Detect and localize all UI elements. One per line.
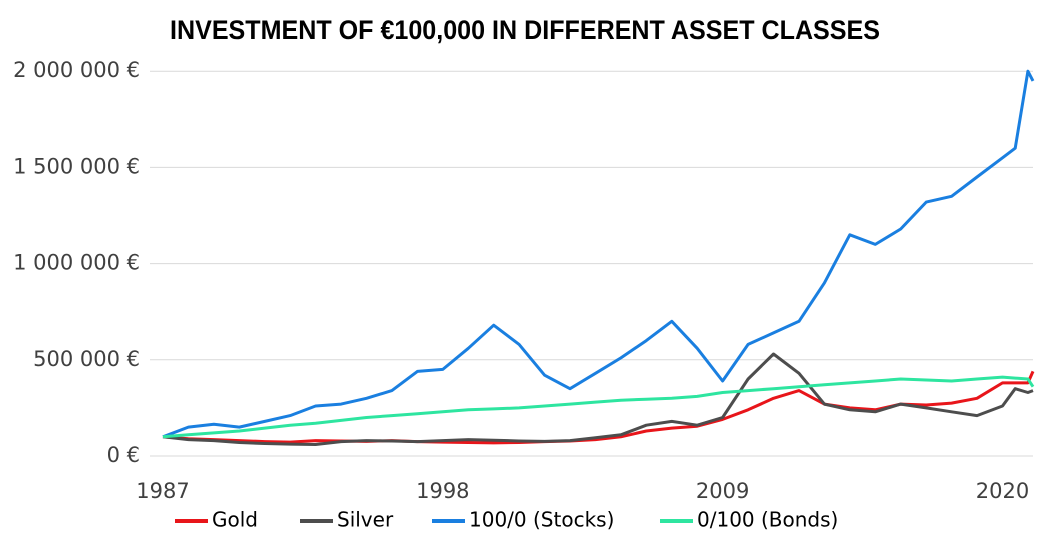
x-tick-label: 1998 bbox=[416, 479, 469, 503]
y-tick-label: 500 000 € bbox=[33, 347, 140, 371]
series-line bbox=[162, 69, 1035, 439]
legend-label: Silver bbox=[337, 508, 394, 532]
legend-label: 100/0 (Stocks) bbox=[469, 508, 614, 532]
chart-title: INVESTMENT OF €100,000 IN DIFFERENT ASSE… bbox=[170, 15, 880, 45]
series-line bbox=[162, 375, 1035, 439]
legend-label: Gold bbox=[212, 508, 258, 532]
y-tick-label: 1 000 000 € bbox=[13, 251, 140, 275]
series-line bbox=[162, 352, 1034, 446]
series-line bbox=[162, 370, 1035, 445]
y-tick-label: 2 000 000 € bbox=[13, 58, 140, 82]
legend-label: 0/100 (Bonds) bbox=[697, 508, 838, 532]
x-tick-label: 2009 bbox=[696, 479, 749, 503]
y-tick-label: 0 € bbox=[107, 443, 140, 467]
x-tick-label: 1987 bbox=[136, 479, 189, 503]
x-tick-label: 2020 bbox=[976, 479, 1029, 503]
y-tick-label: 1 500 000 € bbox=[13, 154, 140, 178]
